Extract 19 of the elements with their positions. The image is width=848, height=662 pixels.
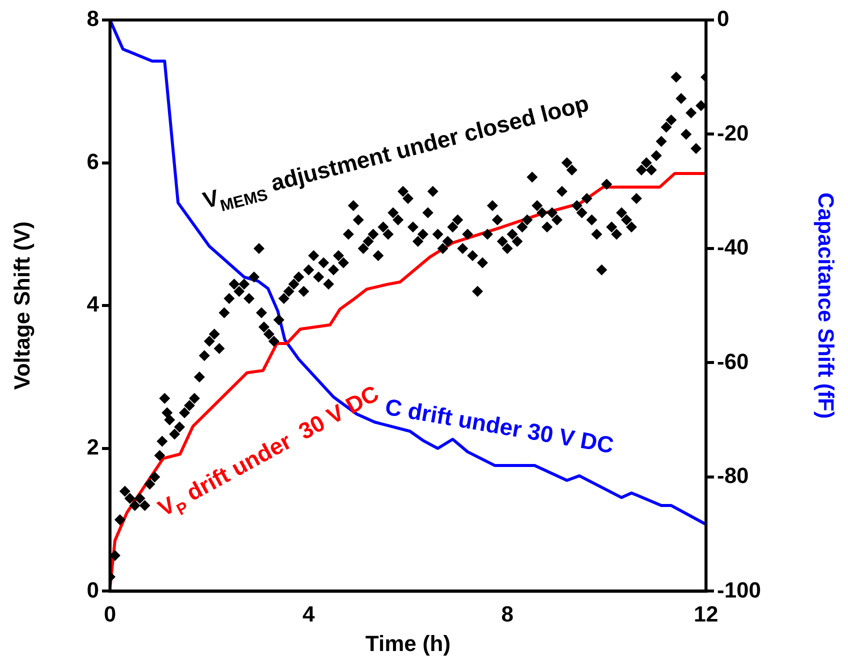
y-tick-label: 0 [86,577,99,602]
y2-tick-label: -40 [717,234,749,260]
x-axis-title: Time (h) [365,630,451,656]
y2-tick-label: -60 [717,348,749,374]
y-tick-label: 2 [86,434,99,460]
x-tick-label: 0 [104,601,116,626]
y2-axis-title: Capacitance Shift (fF) [814,192,839,419]
y-axis-title: Voltage Shift (V) [9,221,34,390]
y2-tick-label: -100 [717,577,762,602]
x-tick-label: 4 [302,601,316,626]
y-tick-label: 8 [86,6,99,32]
y2-tick-label: 0 [717,6,730,32]
text: C drift under 30 V DC [383,393,616,458]
y-tick-label: 6 [86,148,99,174]
x-tick-label: 12 [694,601,718,626]
y2-tick-label: -80 [717,463,749,488]
y-tick-label: 4 [86,292,100,317]
x-tick-label: 8 [501,601,514,626]
y2-tick-label: -20 [717,120,749,146]
